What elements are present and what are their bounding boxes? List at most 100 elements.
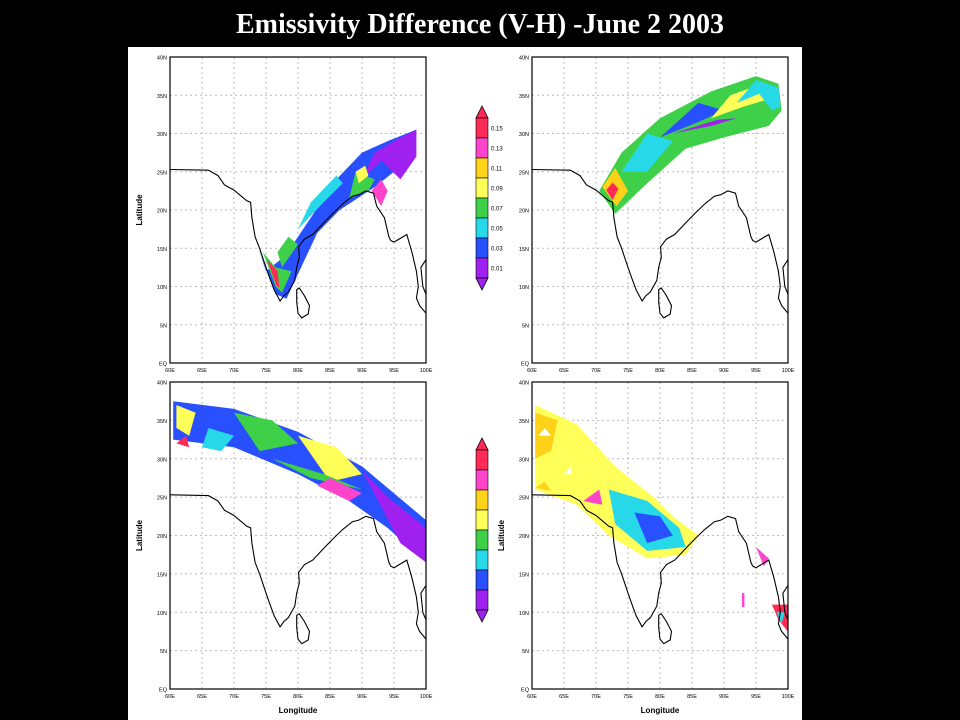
- y-tick-label: 20N: [519, 534, 529, 540]
- colorbar-segment: [475, 217, 489, 239]
- y-tick-label: 5N: [522, 649, 529, 655]
- x-tick-label: 85E: [687, 368, 697, 374]
- colorbar-legend-bottom: [475, 437, 489, 623]
- y-tick-label: 25N: [157, 496, 167, 502]
- emissivity-swath: [173, 401, 426, 563]
- x-tick-label: 75E: [261, 694, 271, 700]
- x-tick-label: 75E: [261, 368, 271, 374]
- colorbar-label: 0.11: [491, 167, 503, 173]
- colorbar-label: 0.09: [491, 187, 503, 193]
- y-tick-label: 5N: [160, 649, 167, 655]
- y-tick-label: EQ: [159, 362, 168, 368]
- y-tick-label: 30N: [157, 132, 167, 138]
- y-tick-label: 35N: [157, 419, 167, 425]
- colorbar-segment: [475, 117, 489, 139]
- x-tick-label: 90E: [719, 368, 729, 374]
- colorbar-label: 0.07: [491, 207, 503, 213]
- x-tick-label: 70E: [591, 368, 601, 374]
- x-tick-label: 80E: [293, 694, 303, 700]
- coastline: [169, 494, 427, 645]
- x-tick-label: 100E: [782, 694, 795, 700]
- y-tick-label: 10N: [519, 611, 529, 617]
- y-axis-label: Latitude: [135, 519, 144, 551]
- colorbar-label: 0.13: [491, 147, 503, 153]
- y-tick-label: 25N: [519, 496, 529, 502]
- colorbar-label: 0.15: [491, 127, 503, 133]
- x-tick-label: 80E: [655, 368, 665, 374]
- x-tick-label: 85E: [687, 694, 697, 700]
- x-tick-label: 90E: [357, 694, 367, 700]
- x-tick-label: 100E: [782, 368, 795, 374]
- map-frame: [531, 56, 789, 364]
- map-bottom-right: EQ 5N 10N 15N 20N 25N 30N 35N 40N 60E 65E 70E 75E 80E…: [497, 381, 795, 716]
- y-tick-label: 35N: [519, 94, 529, 100]
- y-tick-label: 20N: [519, 209, 529, 215]
- x-tick-label: 60E: [527, 368, 537, 374]
- colorbar-segment: [475, 489, 489, 511]
- colorbar-label: 0.05: [491, 227, 503, 233]
- x-tick-label: 60E: [165, 694, 175, 700]
- colorbar-segment: [475, 569, 489, 591]
- emissivity-swath: [535, 405, 788, 632]
- x-tick-label: 70E: [229, 694, 239, 700]
- x-tick-label: 85E: [325, 368, 335, 374]
- map-frame: [531, 381, 789, 690]
- y-tick-label: EQ: [521, 362, 530, 368]
- y-tick-label: 10N: [157, 611, 167, 617]
- x-tick-label: 75E: [623, 368, 633, 374]
- y-tick-label: 30N: [519, 132, 529, 138]
- x-axis-label: Longitude: [279, 706, 318, 715]
- x-tick-label: 95E: [389, 368, 399, 374]
- x-tick-label: 85E: [325, 694, 335, 700]
- y-tick-label: 5N: [160, 323, 167, 329]
- x-tick-label: 65E: [197, 368, 207, 374]
- colorbar-segment: [475, 549, 489, 571]
- colorbar-bottom-arrow: [475, 277, 489, 291]
- map-top-right: EQ 5N 10N 15N 20N 25N 30N 35N 40N 60E 65E 70E 75E 80E…: [519, 56, 795, 375]
- x-tick-label: 95E: [751, 694, 761, 700]
- colorbar-segment: [475, 469, 489, 491]
- map-frame: [169, 56, 427, 364]
- emissivity-swath: [258, 129, 417, 299]
- x-tick-label: 60E: [165, 368, 175, 374]
- y-tick-label: 30N: [519, 457, 529, 463]
- colorbar-segment: [475, 237, 489, 259]
- y-tick-label: EQ: [159, 688, 168, 694]
- colorbar-label: 0.03: [491, 247, 503, 253]
- x-tick-label: 65E: [197, 694, 207, 700]
- x-tick-label: 90E: [357, 368, 367, 374]
- colorbar-segment: [475, 157, 489, 179]
- colorbar-segment: [475, 177, 489, 199]
- y-tick-label: 5N: [522, 323, 529, 329]
- colorbar-segment: [475, 449, 489, 471]
- y-tick-label: 35N: [519, 419, 529, 425]
- x-tick-label: 80E: [293, 368, 303, 374]
- x-tick-label: 70E: [229, 368, 239, 374]
- x-tick-label: 60E: [527, 694, 537, 700]
- y-tick-label: 40N: [157, 56, 167, 62]
- x-tick-label: 100E: [420, 694, 433, 700]
- x-tick-label: 100E: [420, 368, 433, 374]
- y-tick-label: 25N: [157, 170, 167, 176]
- y-tick-label: 40N: [157, 381, 167, 387]
- map-bottom-left: EQ 5N 10N 15N 20N 25N 30N 35N 40N 60E 65E 70E 75E 80E…: [135, 381, 433, 716]
- x-tick-label: 75E: [623, 694, 633, 700]
- coastline: [531, 494, 789, 645]
- x-axis-label: Longitude: [641, 706, 680, 715]
- colorbar-label: 0.01: [491, 267, 503, 273]
- colorbar-segment: [475, 257, 489, 279]
- x-tick-label: 80E: [655, 694, 665, 700]
- colorbar-segment: [475, 509, 489, 531]
- y-tick-label: 15N: [519, 572, 529, 578]
- colorbar-bottom-arrow: [475, 609, 489, 623]
- y-tick-label: EQ: [521, 688, 530, 694]
- y-tick-label: 20N: [157, 209, 167, 215]
- x-tick-label: 95E: [751, 368, 761, 374]
- colorbar-top-arrow: [475, 437, 489, 451]
- map-top-left: EQ 5N 10N 15N 20N 25N 30N 35N 40N 60E 65E 70E 75E 80E…: [135, 56, 433, 375]
- colorbar-segment: [475, 137, 489, 159]
- map-frame: [169, 381, 427, 690]
- x-tick-label: 95E: [389, 694, 399, 700]
- y-tick-label: 30N: [157, 457, 167, 463]
- x-tick-label: 70E: [591, 694, 601, 700]
